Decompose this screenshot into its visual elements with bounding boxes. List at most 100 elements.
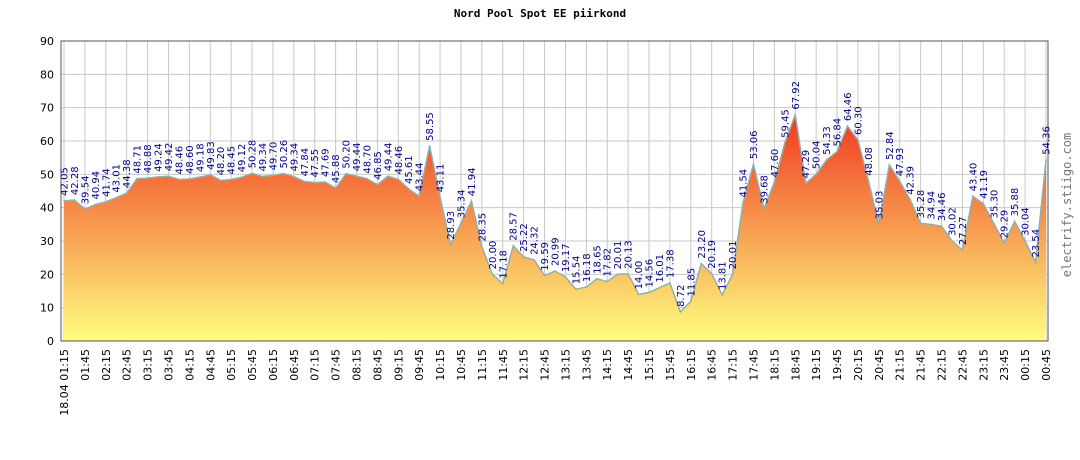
data-point bbox=[449, 243, 452, 246]
data-label: 49.83 bbox=[206, 141, 217, 170]
data-point bbox=[418, 195, 420, 197]
x-tick-label: 06:45 bbox=[288, 349, 301, 381]
x-tick-label: 22:45 bbox=[956, 349, 969, 381]
x-tick-label: 10:15 bbox=[434, 349, 447, 381]
data-label: 45.61 bbox=[404, 155, 415, 184]
data-point bbox=[773, 181, 776, 184]
data-point bbox=[1024, 240, 1026, 242]
x-tick-label: 13:45 bbox=[580, 349, 593, 381]
data-point bbox=[1003, 242, 1006, 245]
y-tick-label: 20 bbox=[40, 268, 54, 281]
data-point bbox=[951, 240, 953, 242]
data-point bbox=[73, 199, 76, 201]
data-label: 50.28 bbox=[248, 140, 259, 169]
data-label: 48.46 bbox=[394, 146, 405, 175]
data-label: 27.27 bbox=[958, 216, 969, 245]
data-point bbox=[178, 178, 180, 181]
data-label: 58.55 bbox=[425, 112, 436, 141]
data-label: 49.44 bbox=[383, 143, 394, 172]
data-label: 50.04 bbox=[812, 141, 823, 170]
data-point bbox=[491, 273, 494, 276]
data-label: 11.85 bbox=[686, 268, 697, 297]
data-label: 56.84 bbox=[833, 118, 844, 147]
x-tick-label: 03:45 bbox=[162, 349, 175, 381]
y-tick-label: 40 bbox=[40, 202, 54, 215]
data-point bbox=[940, 225, 943, 227]
x-tick-label: 05:45 bbox=[246, 349, 259, 381]
x-tick-label: 18:15 bbox=[768, 349, 781, 381]
data-label: 43.11 bbox=[436, 164, 447, 193]
data-label: 35.30 bbox=[989, 190, 1000, 219]
x-tick-label: 12:15 bbox=[518, 349, 531, 381]
data-point bbox=[543, 274, 546, 277]
data-point bbox=[679, 311, 682, 313]
data-label: 39.54 bbox=[80, 176, 91, 205]
data-point bbox=[146, 177, 149, 179]
x-tick-label: 23:15 bbox=[977, 349, 990, 381]
y-tick-label: 30 bbox=[40, 235, 54, 248]
data-label: 34.46 bbox=[937, 192, 948, 221]
data-point bbox=[282, 172, 285, 175]
data-point bbox=[104, 201, 107, 203]
x-tick-label: 14:15 bbox=[601, 349, 614, 381]
data-label: 67.92 bbox=[791, 81, 802, 110]
data-label: 54.33 bbox=[822, 126, 833, 155]
data-point bbox=[84, 208, 86, 210]
data-point bbox=[700, 262, 703, 265]
x-tick-label: 14:45 bbox=[622, 349, 635, 381]
data-point bbox=[930, 223, 932, 226]
x-tick-label: 17:45 bbox=[747, 349, 760, 381]
data-point bbox=[982, 202, 985, 205]
data-label: 47.93 bbox=[895, 148, 906, 177]
data-point bbox=[199, 176, 201, 178]
y-axis: 0 10 20 30 40 50 60 70 80 90 bbox=[40, 35, 54, 348]
y-tick-label: 90 bbox=[40, 35, 54, 48]
data-label: 43.44 bbox=[415, 163, 426, 192]
data-label: 19.59 bbox=[540, 242, 551, 271]
x-tick-label: 19:15 bbox=[810, 349, 823, 381]
data-point bbox=[794, 113, 797, 116]
data-point bbox=[554, 270, 556, 272]
data-label: 35.03 bbox=[874, 191, 885, 220]
x-tick-label: 00:45 bbox=[1040, 349, 1053, 381]
data-label: 41.74 bbox=[101, 168, 112, 197]
data-label: 23.20 bbox=[697, 230, 708, 259]
data-labels: 42.05 42.28 39.54 40.94 41.74 43.01 44.3848.71… bbox=[60, 81, 1053, 307]
data-label: 49.24 bbox=[154, 143, 165, 172]
x-tick-label: 10:45 bbox=[455, 349, 468, 381]
data-label: 15.54 bbox=[571, 256, 582, 285]
y-tick-label: 50 bbox=[40, 168, 54, 181]
x-tick-label: 02:45 bbox=[121, 349, 134, 381]
x-tick-label: 04:15 bbox=[183, 349, 196, 381]
data-point bbox=[1034, 261, 1037, 264]
data-label: 49.42 bbox=[164, 143, 175, 172]
data-label: 48.60 bbox=[185, 145, 196, 174]
x-tick-label: 02:15 bbox=[100, 349, 113, 381]
data-label: 48.70 bbox=[362, 145, 373, 174]
data-point bbox=[564, 276, 567, 278]
data-label: 47.84 bbox=[300, 148, 311, 177]
data-label: 50.26 bbox=[279, 140, 290, 169]
chart-title: Nord Pool Spot EE piirkond bbox=[454, 7, 626, 20]
data-label: 35.88 bbox=[1010, 188, 1021, 217]
x-tick-label: 07:45 bbox=[330, 349, 343, 381]
data-point bbox=[470, 200, 473, 202]
data-point bbox=[616, 273, 619, 276]
x-tick-label: 18.04 01:15 bbox=[58, 349, 71, 416]
x-tick-label: 15:45 bbox=[664, 349, 677, 381]
data-label: 42.05 bbox=[60, 167, 71, 196]
data-label: 45.88 bbox=[331, 154, 342, 183]
data-label: 28.57 bbox=[509, 212, 520, 241]
data-point bbox=[219, 179, 222, 182]
data-point bbox=[481, 245, 483, 248]
data-point bbox=[387, 175, 389, 177]
data-label: 52.84 bbox=[885, 131, 896, 160]
data-point bbox=[627, 273, 629, 275]
data-point bbox=[407, 188, 410, 190]
data-point bbox=[731, 273, 734, 276]
data-point bbox=[125, 192, 128, 194]
y-tick-label: 0 bbox=[47, 335, 54, 348]
data-point bbox=[878, 223, 880, 226]
x-tick-label: 08:45 bbox=[371, 349, 384, 381]
area-layer bbox=[63, 113, 1047, 341]
